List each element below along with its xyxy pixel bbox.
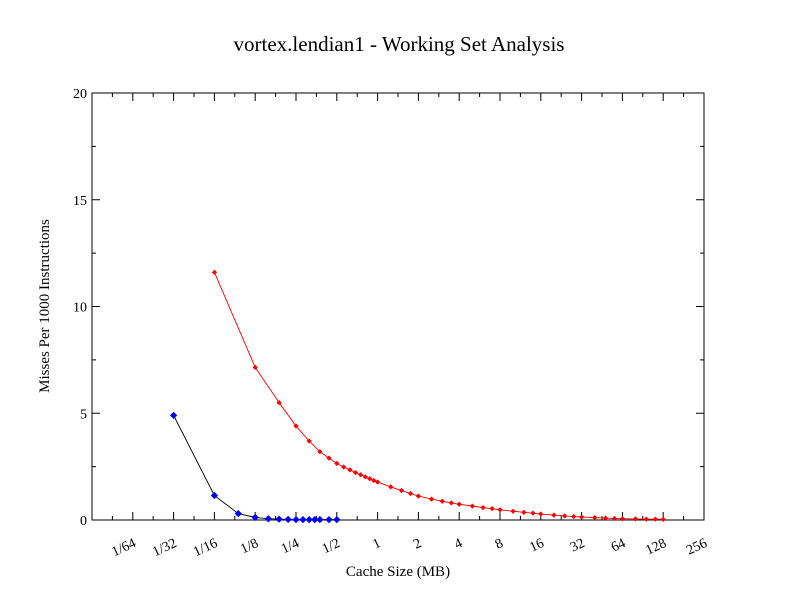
data-point — [252, 364, 258, 370]
data-point — [578, 514, 585, 520]
x-tick-label: 1/2 — [320, 536, 343, 557]
data-point — [352, 469, 359, 476]
series-0 — [169, 411, 341, 524]
axis-ticks: 1/64 1/32 1/16 1/8 1/4 1/2 1 2 4 8 16 32 64 128 256 0 5 1… — [73, 87, 710, 560]
data-point — [306, 438, 312, 444]
y-tick-label: 10 — [73, 301, 87, 316]
data-point — [316, 515, 324, 524]
data-point — [341, 464, 347, 470]
data-point — [211, 269, 218, 275]
data-point — [293, 423, 299, 429]
x-tick-label: 64 — [609, 536, 628, 556]
data-point — [284, 515, 292, 523]
data-point — [551, 512, 557, 518]
data-point — [428, 496, 435, 502]
x-tick-label: 1 — [371, 536, 384, 553]
x-tick-label: 4 — [452, 536, 465, 553]
x-tick-label: 2 — [411, 536, 424, 553]
x-tick-label: 1/8 — [238, 536, 261, 557]
data-point — [521, 509, 527, 515]
x-axis-label: Cache Size (MB) — [346, 564, 450, 580]
data-point — [362, 474, 369, 480]
data-point — [347, 467, 353, 473]
x-tick-label: 256 — [684, 536, 709, 558]
data-point — [358, 472, 364, 478]
data-point — [469, 503, 475, 509]
data-point — [333, 515, 341, 524]
data-point — [415, 493, 422, 499]
series-line — [173, 415, 337, 521]
data-point — [611, 515, 618, 522]
y-tick-label: 0 — [80, 514, 87, 529]
data-point — [305, 515, 313, 524]
x-tick-label: 1/16 — [191, 536, 220, 560]
y-axis-label: Misses Per 1000 Instructions — [37, 219, 53, 393]
data-point — [326, 455, 332, 461]
data-point — [325, 515, 333, 524]
data-point — [276, 399, 282, 406]
data-point — [571, 513, 577, 520]
plot-frame — [91, 92, 705, 521]
data-point — [388, 484, 394, 490]
data-point — [643, 516, 649, 522]
data-point — [169, 411, 178, 420]
data-point — [374, 479, 381, 485]
data-point — [448, 500, 454, 506]
y-tick-label: 20 — [73, 87, 87, 102]
data-point — [510, 508, 516, 514]
x-tick-label: 128 — [644, 536, 669, 558]
y-tick-label: 5 — [80, 407, 87, 422]
data-point — [398, 487, 405, 494]
data-point — [497, 507, 503, 513]
x-tick-label: 1/4 — [279, 536, 302, 557]
data-point — [367, 476, 373, 482]
data-point — [292, 515, 300, 524]
chart-title: vortex.lendian1 - Working Set Analysis — [234, 32, 565, 56]
series-line — [213, 272, 664, 520]
data-point — [456, 501, 462, 507]
data-point — [371, 477, 377, 484]
data-point — [407, 490, 414, 497]
data-point — [299, 515, 307, 524]
x-tick-label: 1/32 — [150, 536, 179, 560]
x-tick-label: 1/64 — [110, 536, 139, 560]
x-tick-label: 16 — [527, 536, 546, 556]
data-point — [652, 516, 658, 522]
data-point — [632, 516, 639, 522]
data-point — [489, 506, 495, 512]
data-point — [264, 515, 272, 523]
data-point — [592, 515, 598, 521]
data-point — [619, 516, 626, 522]
data-point — [602, 515, 609, 521]
data-point — [317, 449, 323, 455]
data-point — [480, 504, 486, 511]
data-point — [538, 511, 544, 517]
data-point — [660, 516, 666, 522]
data-point — [275, 515, 283, 523]
data-point — [311, 515, 319, 524]
data-point — [439, 498, 445, 504]
y-tick-label: 15 — [73, 194, 87, 209]
data-point — [562, 513, 568, 519]
series-layer — [169, 269, 666, 524]
series-1 — [211, 269, 666, 522]
data-point — [251, 513, 259, 522]
data-point — [530, 510, 536, 516]
data-point — [234, 509, 242, 518]
data-point — [334, 460, 340, 467]
x-tick-label: 8 — [493, 536, 506, 553]
x-tick-label: 32 — [568, 536, 587, 556]
data-point — [210, 491, 219, 500]
